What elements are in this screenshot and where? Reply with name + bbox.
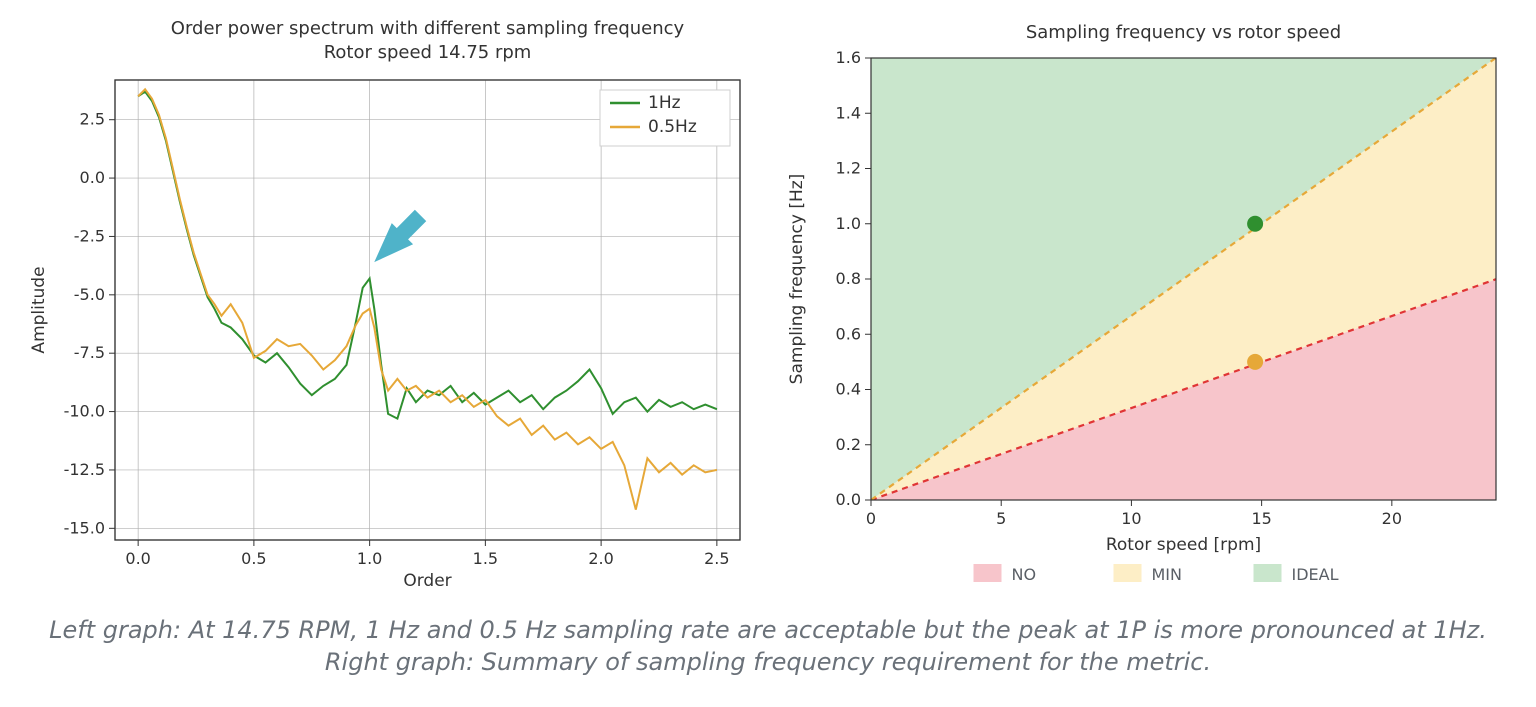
y-tick-label: 2.5 xyxy=(80,110,105,129)
pt-1hz xyxy=(1247,216,1263,232)
x-tick-label: 0.5 xyxy=(241,549,266,568)
x-tick-label: 1.5 xyxy=(473,549,498,568)
legend-label: NO xyxy=(1012,565,1037,584)
legend-label: 0.5Hz xyxy=(648,117,697,137)
y-tick-label: -12.5 xyxy=(64,460,105,479)
x-axis-label: Rotor speed [rpm] xyxy=(1106,535,1261,555)
y-tick-label: -10.0 xyxy=(64,402,105,421)
y-tick-label: 1.2 xyxy=(836,159,861,178)
x-tick-label: 0 xyxy=(866,509,876,528)
x-tick-label: 15 xyxy=(1251,509,1271,528)
figure-caption: Left graph: At 14.75 RPM, 1 Hz and 0.5 H… xyxy=(0,610,1536,679)
x-tick-label: 2.0 xyxy=(588,549,613,568)
x-tick-label: 5 xyxy=(996,509,1006,528)
x-tick-label: 10 xyxy=(1121,509,1141,528)
plot-frame xyxy=(115,80,740,540)
legend-swatch xyxy=(1254,564,1282,582)
left-chart-svg: 0.0 0.5 1.0 1.5 2.0 2.5 -15.0 -12.5 -10.0 -7.5 -5.… xyxy=(20,10,760,600)
x-tick-label: 2.5 xyxy=(704,549,729,568)
y-tick-label: 1.6 xyxy=(836,48,861,67)
annotation-arrow xyxy=(364,205,432,273)
pt-0.5hz xyxy=(1247,354,1263,370)
y-tick-label: -7.5 xyxy=(74,343,105,362)
legend-label: 1Hz xyxy=(648,93,681,113)
x-tick-label: 0.0 xyxy=(125,549,150,568)
legend-swatch xyxy=(974,564,1002,582)
left-chart-panel: 0.0 0.5 1.0 1.5 2.0 2.5 -15.0 -12.5 -10.0 -7.5 -5.… xyxy=(20,10,760,600)
y-axis-label: Sampling frequency [Hz] xyxy=(787,174,807,385)
y-tick-label: 0.2 xyxy=(836,435,861,454)
x-tick-label: 20 xyxy=(1382,509,1402,528)
y-tick-label: 1.0 xyxy=(836,214,861,233)
right-chart-svg: 0 5 10 15 20 0.0 0.2 0.4 0.6 0.8 1.0 1.2 1.4 1.6 Rotor… xyxy=(776,10,1516,600)
y-tick-label: -2.5 xyxy=(74,226,105,245)
y-tick-label: -5.0 xyxy=(74,285,105,304)
y-axis-label: Amplitude xyxy=(29,266,49,353)
y-tick-label: 0.0 xyxy=(80,168,105,187)
y-tick-label: -15.0 xyxy=(64,518,105,537)
legend-label: MIN xyxy=(1152,565,1183,584)
legend-swatch xyxy=(1114,564,1142,582)
chart-title-line2: Rotor speed 14.75 rpm xyxy=(324,42,532,63)
y-tick-label: 0.8 xyxy=(836,269,861,288)
legend-label: IDEAL xyxy=(1292,565,1339,584)
series-0.5Hz xyxy=(138,89,717,509)
chart-title-line1: Order power spectrum with different samp… xyxy=(171,18,685,39)
y-tick-label: 0.6 xyxy=(836,324,861,343)
x-axis-label: Order xyxy=(403,571,451,591)
x-tick-label: 1.0 xyxy=(357,549,382,568)
y-tick-label: 0.4 xyxy=(836,380,861,399)
right-chart-panel: 0 5 10 15 20 0.0 0.2 0.4 0.6 0.8 1.0 1.2 1.4 1.6 Rotor… xyxy=(776,10,1516,600)
chart-title: Sampling frequency vs rotor speed xyxy=(1026,22,1341,43)
y-tick-label: 1.4 xyxy=(836,103,861,122)
y-tick-label: 0.0 xyxy=(836,490,861,509)
